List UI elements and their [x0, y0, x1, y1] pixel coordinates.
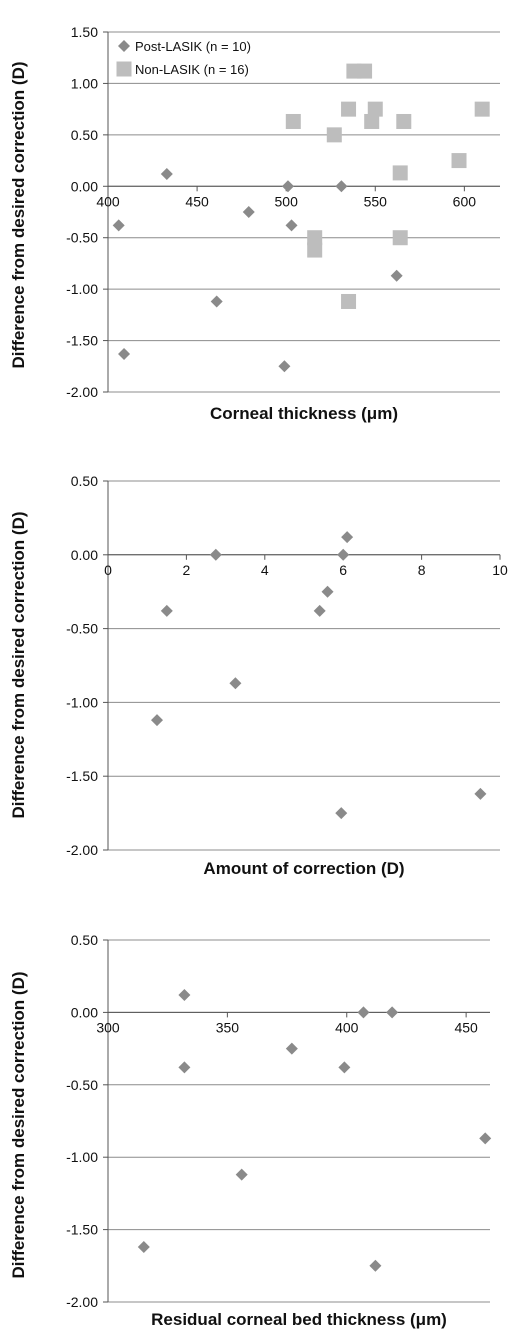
- legend-label: Post-LASIK (n = 10): [135, 39, 251, 54]
- y-tick-label: 1.50: [71, 24, 98, 40]
- data-point-square: [285, 113, 301, 129]
- series-1: [137, 989, 492, 1272]
- y-tick-label: 0.00: [71, 547, 98, 563]
- legend-square-marker: [116, 61, 132, 77]
- y-tick-label: -0.50: [66, 230, 98, 246]
- series-1: [112, 167, 403, 373]
- data-point-diamond: [242, 206, 255, 218]
- data-point-diamond: [321, 585, 334, 598]
- y-axis-title: Difference from desired correction (D): [9, 971, 28, 1278]
- data-point-diamond: [235, 1168, 248, 1181]
- data-point-diamond: [151, 714, 163, 727]
- data-point-square: [357, 63, 373, 79]
- x-tick-label: 10: [492, 562, 508, 578]
- data-point-square: [341, 101, 357, 117]
- data-point-diamond: [479, 1132, 492, 1145]
- data-point-diamond: [357, 1006, 370, 1019]
- data-point-diamond: [178, 1061, 191, 1074]
- x-tick-label: 300: [96, 1019, 120, 1035]
- data-point-diamond: [229, 677, 242, 690]
- y-tick-label: 0.00: [71, 1004, 98, 1020]
- chart-panel-2: 0.50 0.00 -0.50 -1.00 -1.50 -2.00 0 2 4 6 8 10 Amoun…: [9, 473, 508, 878]
- data-point-square: [307, 230, 323, 246]
- data-point-diamond: [160, 604, 173, 617]
- y-axis-title: Difference from desired correction (D): [9, 61, 28, 368]
- x-tick-label: 0: [104, 562, 112, 578]
- y-tick-label: -0.50: [66, 621, 98, 637]
- data-point-square: [474, 101, 490, 117]
- legend: Post-LASIK (n = 10) Non-LASIK (n = 16): [116, 39, 251, 77]
- y-tick-label: -2.00: [66, 384, 98, 400]
- x-tick-label: 6: [339, 562, 347, 578]
- y-tick-label: -1.00: [66, 1149, 98, 1165]
- data-point-diamond: [337, 548, 350, 561]
- y-tick-label: -1.00: [66, 281, 98, 297]
- y-tick-label: -2.00: [66, 1294, 98, 1310]
- y-tick-label: -2.00: [66, 842, 98, 858]
- y-tick-label: 1.00: [71, 75, 98, 91]
- data-point-diamond: [369, 1259, 382, 1272]
- data-point-diamond: [285, 219, 298, 232]
- data-point-square: [392, 230, 408, 246]
- x-axis-title: Corneal thickness (μm): [210, 404, 398, 423]
- y-tick-label: 0.50: [71, 932, 98, 948]
- data-point-square: [364, 113, 380, 129]
- data-point-diamond: [285, 1042, 298, 1055]
- data-point-diamond: [281, 180, 294, 193]
- legend-diamond-marker: [118, 40, 130, 52]
- data-point-diamond: [160, 167, 173, 180]
- data-point-square: [392, 165, 408, 181]
- legend-label: Non-LASIK (n = 16): [135, 62, 249, 77]
- data-point-diamond: [137, 1240, 150, 1253]
- x-tick-label: 550: [364, 193, 388, 209]
- data-point-diamond: [341, 531, 354, 544]
- data-point-square: [341, 293, 357, 309]
- x-tick-label: 500: [275, 193, 299, 209]
- series-1: [151, 531, 487, 820]
- data-point-square: [396, 113, 412, 129]
- data-point-diamond: [118, 347, 131, 360]
- x-tick-label: 8: [418, 562, 426, 578]
- y-tick-label: 0.00: [71, 178, 98, 194]
- x-tick-label: 450: [454, 1019, 478, 1035]
- data-point-diamond: [178, 989, 191, 1002]
- data-point-diamond: [335, 180, 348, 193]
- series-2: [285, 63, 490, 309]
- x-tick-label: 400: [335, 1019, 359, 1035]
- data-point-square: [307, 242, 323, 258]
- x-tick-label: 2: [183, 562, 191, 578]
- chart-panel-1: 1.50 1.00 0.50 0.00 -0.50 -1.00 -1.50 -2.00 400 4…: [9, 24, 500, 423]
- chart-panel-3: 0.50 0.00 -0.50 -1.00 -1.50 -2.00 300 350 400 450…: [9, 932, 492, 1329]
- y-tick-label: -1.50: [66, 1222, 98, 1238]
- y-tick-label: -0.50: [66, 1077, 98, 1093]
- x-tick-label: 600: [453, 193, 477, 209]
- data-point-square: [451, 153, 467, 169]
- y-tick-label: -1.50: [66, 333, 98, 349]
- x-tick-label: 450: [185, 193, 209, 209]
- data-point-diamond: [338, 1061, 351, 1074]
- data-point-diamond: [313, 604, 326, 617]
- data-point-diamond: [210, 295, 223, 308]
- y-tick-label: -1.00: [66, 694, 98, 710]
- x-tick-label: 400: [96, 193, 120, 209]
- data-point-square: [326, 127, 342, 143]
- y-tick-label: 0.50: [71, 473, 98, 489]
- data-point-diamond: [390, 269, 403, 282]
- x-axis-title: Residual corneal bed thickness (μm): [151, 1310, 447, 1329]
- data-point-square: [367, 101, 383, 117]
- data-point-diamond: [209, 548, 222, 561]
- x-axis-title: Amount of correction (D): [203, 859, 404, 878]
- y-tick-label: -1.50: [66, 768, 98, 784]
- data-point-diamond: [278, 360, 291, 373]
- x-tick-label: 350: [216, 1019, 240, 1035]
- data-point-diamond: [386, 1006, 399, 1019]
- data-point-diamond: [474, 787, 487, 800]
- data-point-diamond: [335, 807, 348, 820]
- x-tick-label: 4: [261, 562, 269, 578]
- y-tick-label: 0.50: [71, 127, 98, 143]
- y-axis-title: Difference from desired correction (D): [9, 511, 28, 818]
- data-point-diamond: [112, 219, 125, 232]
